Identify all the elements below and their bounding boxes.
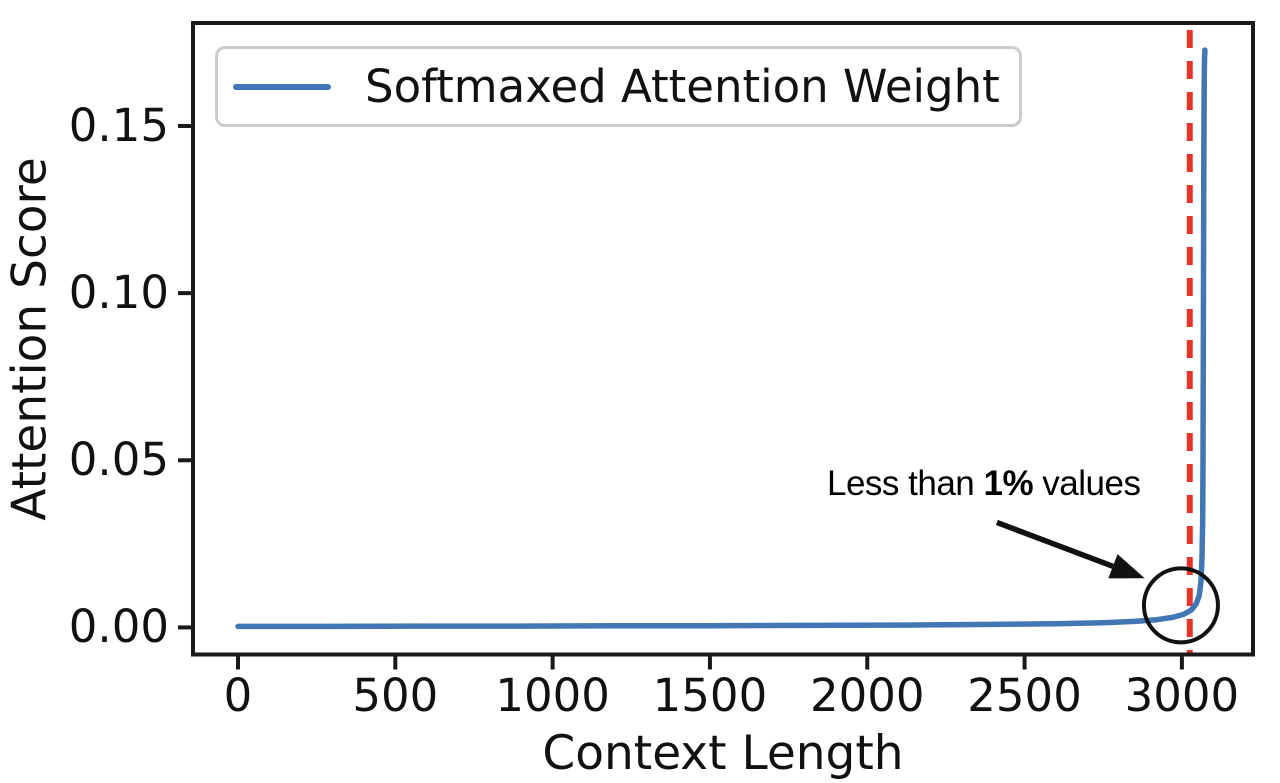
axes-frame — [191, 21, 1255, 657]
legend-label: Softmaxed Attention Weight — [365, 60, 1000, 113]
y-axis-label: Attention Score — [2, 157, 58, 521]
y-tick-label: 0.15 — [68, 98, 169, 152]
annotation-text-prefix: Less than — [826, 464, 984, 504]
highlight-circle — [1141, 566, 1220, 645]
legend: Softmaxed Attention Weight — [215, 46, 1022, 127]
x-axis-label: Context Length — [542, 726, 904, 781]
annotation-text-suffix: values — [1033, 464, 1141, 504]
x-tick-label: 0 — [223, 669, 253, 722]
x-tick-label: 1500 — [652, 669, 768, 722]
annotation-text-bold: 1% — [983, 464, 1034, 504]
y-tick-label: 0.10 — [68, 266, 169, 320]
x-tick-label: 2500 — [967, 669, 1082, 722]
x-tick-label: 3000 — [1124, 669, 1240, 722]
y-tick-label: 0.00 — [68, 600, 169, 654]
attention-weight-curve — [235, 47, 1208, 630]
legend-line-sample — [233, 83, 331, 90]
annotation-arrow-shaft — [995, 519, 1114, 569]
annotation-arrow-head — [1108, 554, 1145, 579]
x-tick-label: 2000 — [809, 669, 925, 722]
annotation-text: Less than 1% values — [827, 466, 1141, 501]
y-tick-label: 0.05 — [68, 433, 169, 487]
x-tick-label: 1000 — [495, 669, 610, 722]
x-tick-label: 500 — [352, 669, 439, 722]
